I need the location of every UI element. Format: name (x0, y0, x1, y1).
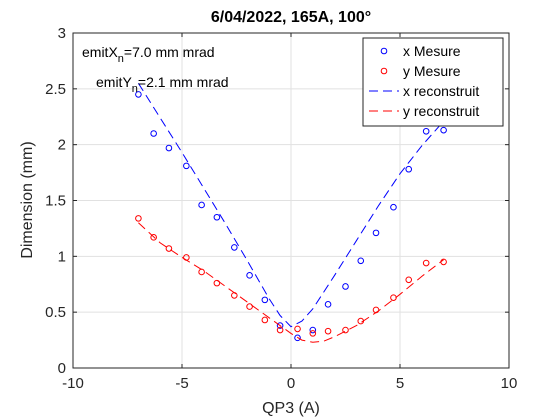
x-tick-label-1: -5 (175, 375, 188, 392)
data-point-1-9 (276, 326, 284, 334)
chart-title: 6/04/2022, 165A, 100° (211, 9, 371, 26)
series-0 (135, 91, 447, 342)
x-tick-label-0: -10 (62, 375, 84, 392)
series-2 (137, 83, 444, 328)
y-tick-label-2: 1 (58, 248, 66, 265)
annotation-value: =7.0 mm mrad (124, 44, 215, 60)
data-point-0-13 (342, 283, 349, 290)
y-tick-label-5: 2.5 (45, 81, 66, 98)
data-point-1-0 (135, 215, 142, 222)
data-point-1-11 (309, 330, 317, 337)
data-point-0-2 (165, 144, 173, 152)
legend: x Mesure y Mesure x reconstruit y reconstru… (362, 37, 504, 127)
annotation-subscript: n (132, 83, 138, 95)
data-point-1-1 (150, 234, 157, 241)
x-tick-label-4: 10 (501, 375, 518, 392)
annotation-label: emitX (82, 44, 118, 60)
data-point-0-6 (231, 244, 238, 251)
series-line-2 (137, 83, 444, 328)
data-point-0-14 (357, 257, 365, 265)
legend-label-1: y Mesure (403, 63, 461, 79)
data-point-1-5 (213, 279, 221, 287)
legend-swatch-1 (380, 67, 388, 75)
y-axis-label: Dimension (mm) (19, 141, 36, 258)
data-point-0-4 (198, 201, 205, 209)
legend-swatch-0 (380, 47, 388, 55)
y-tick-label-6: 3 (58, 25, 66, 42)
data-point-1-10 (294, 325, 301, 333)
data-point-1-18 (422, 259, 430, 267)
legend-label-0: x Mesure (403, 43, 461, 59)
data-point-0-17 (405, 165, 413, 173)
data-point-0-16 (390, 203, 397, 211)
emittance-annotation-1: emitYn=2.1 mm mrad (96, 74, 229, 95)
data-point-1-12 (324, 327, 332, 335)
y-tick-label-3: 1.5 (45, 193, 66, 210)
data-point-0-5 (213, 213, 221, 221)
x-tick-label-2: 0 (287, 375, 295, 392)
data-point-0-15 (372, 229, 380, 237)
data-point-0-19 (440, 126, 447, 134)
data-point-1-13 (342, 326, 349, 334)
legend-label-2: x reconstruit (403, 83, 479, 99)
legend-label-3: y reconstruit (403, 103, 479, 119)
emittance-annotation-0: emitXn=7.0 mm mrad (82, 44, 215, 65)
y-tick-label-4: 2 (58, 137, 66, 154)
data-point-0-12 (324, 301, 332, 308)
annotation-value: =2.1 mm mrad (138, 74, 229, 90)
annotation-label: emitY (96, 74, 132, 90)
data-point-0-8 (261, 296, 269, 304)
data-point-1-7 (246, 303, 253, 310)
data-point-0-9 (276, 322, 284, 329)
annotation-subscript: n (118, 53, 124, 65)
y-tick-label-1: 0.5 (45, 304, 66, 321)
x-tick-label-3: 5 (396, 375, 404, 392)
data-point-0-10 (294, 334, 301, 342)
data-point-0-18 (422, 127, 430, 135)
data-point-0-1 (150, 130, 157, 137)
data-point-1-17 (405, 276, 413, 284)
series-3 (138, 222, 444, 343)
data-point-0-3 (183, 162, 190, 170)
data-point-1-8 (261, 316, 269, 324)
data-point-0-0 (135, 91, 142, 98)
x-axis-label: QP3 (A) (262, 400, 320, 417)
data-point-1-2 (165, 245, 173, 252)
data-point-0-7 (246, 272, 253, 279)
y-tick-label-0: 0 (58, 360, 66, 377)
data-point-0-11 (309, 326, 317, 334)
series-line-3 (138, 222, 444, 343)
